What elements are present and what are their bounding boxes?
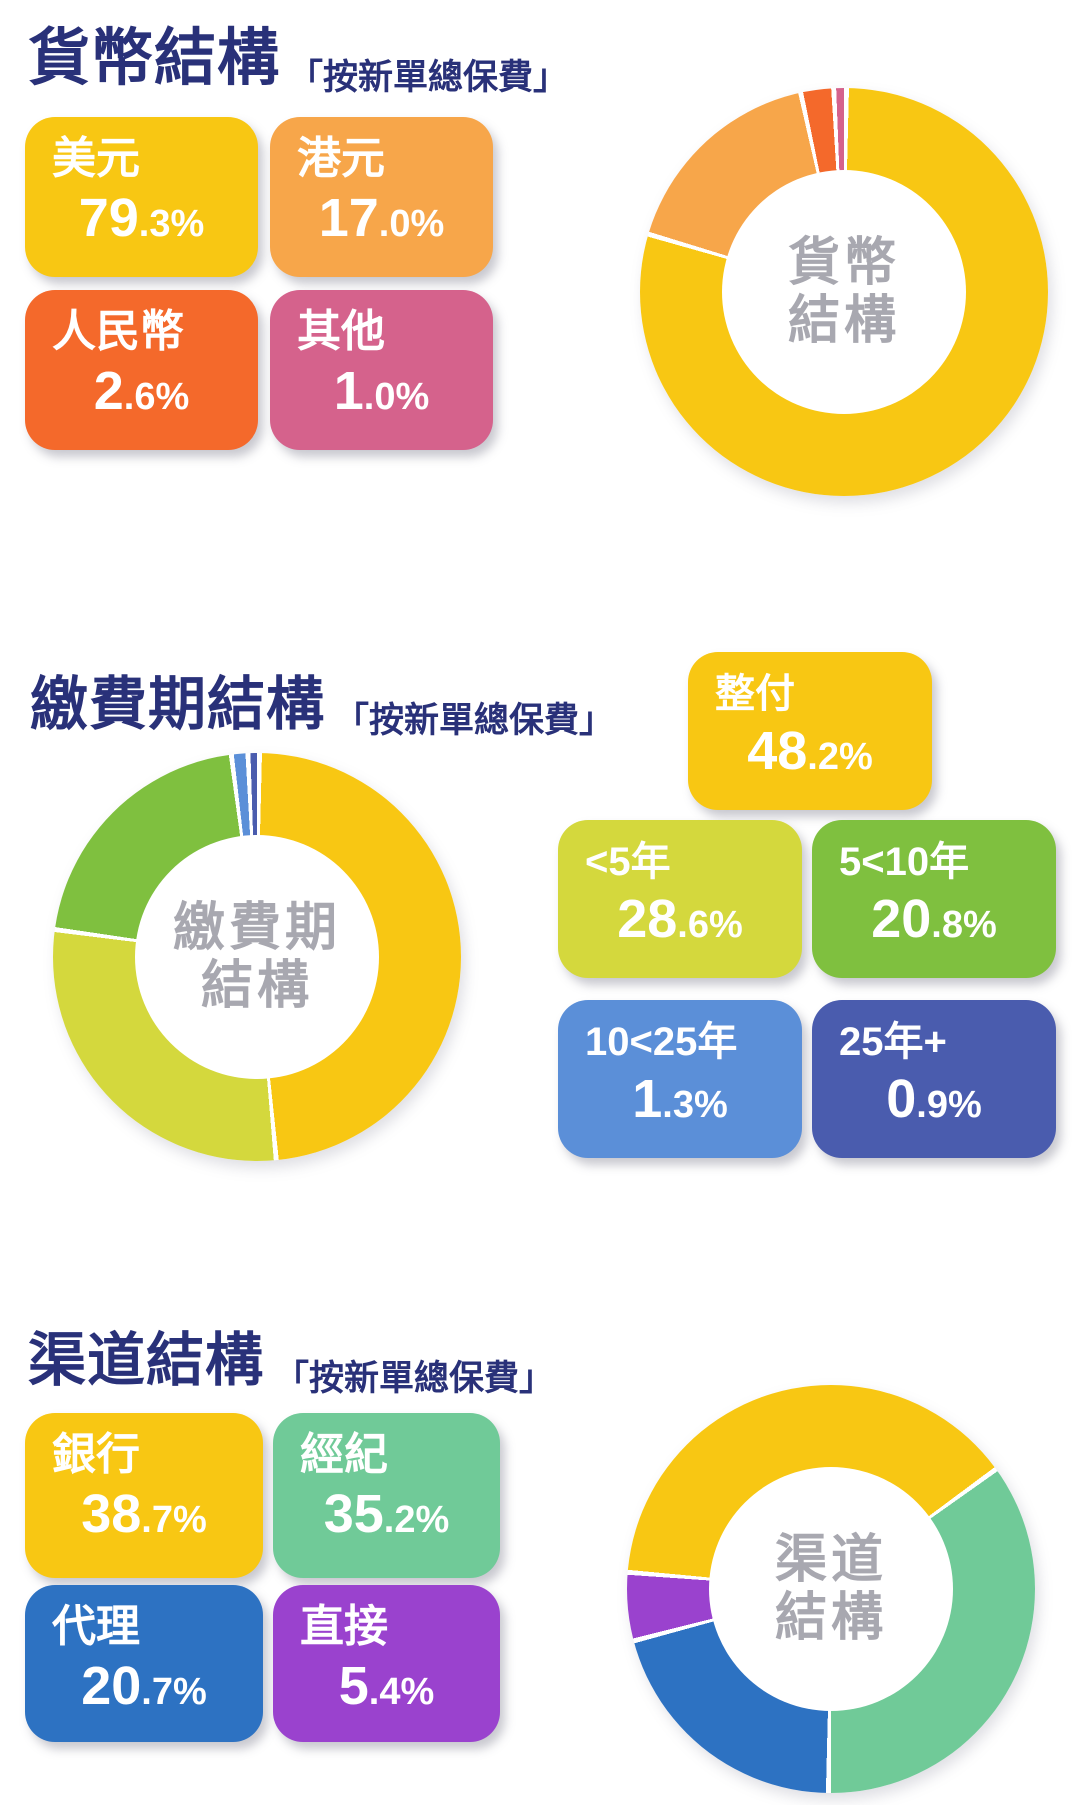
- donut-center-line1: 渠道: [774, 1530, 887, 1589]
- stat-card-bank: 銀行 38.7%: [25, 1413, 263, 1578]
- card-label: 港元: [297, 134, 385, 183]
- donut-hole: 渠道 結構: [708, 1466, 954, 1712]
- card-label: 其他: [297, 307, 385, 356]
- donut-hole: 貨幣 結構: [721, 169, 967, 415]
- card-label: 美元: [52, 134, 140, 183]
- card-value-decimal: .3%: [138, 203, 205, 246]
- card-value: 1.0%: [270, 364, 493, 418]
- card-label: <5年: [585, 840, 671, 884]
- card-label: 整付: [715, 672, 795, 716]
- card-value: 20.8%: [812, 892, 1056, 946]
- card-value-main: 35: [323, 1484, 384, 1545]
- stat-card-5to10y: 5<10年 20.8%: [812, 820, 1056, 978]
- card-value-main: 2: [93, 361, 124, 422]
- card-value-decimal: .9%: [916, 1084, 982, 1126]
- card-value-main: 0: [886, 1069, 917, 1129]
- donut-center-line2: 結構: [200, 957, 313, 1015]
- donut-center-label: 繳費期 結構: [173, 899, 341, 1015]
- payment-term-donut-chart: 繳費期 結構: [53, 753, 461, 1161]
- donut-center-line2: 結構: [787, 292, 900, 350]
- card-label: 人民幣: [52, 307, 184, 356]
- section-subtitle: 「按新單總保費」: [274, 1359, 555, 1398]
- card-value-decimal: .2%: [383, 1499, 450, 1542]
- channel-donut-chart: 渠道 結構: [627, 1385, 1035, 1793]
- card-value: 2.6%: [25, 364, 258, 418]
- card-label: 10<25年: [585, 1020, 738, 1064]
- card-value-main: 1: [333, 361, 364, 422]
- donut-center-line1: 貨幣: [787, 233, 900, 292]
- card-value-decimal: .7%: [141, 1499, 207, 1542]
- card-value-main: 28: [617, 889, 678, 949]
- card-value-decimal: .0%: [363, 376, 430, 419]
- stat-card-single-pay: 整付 48.2%: [688, 652, 932, 810]
- card-value-main: 17: [318, 188, 379, 249]
- section-subtitle: 「按新單總保費」: [334, 701, 615, 740]
- card-value: 0.9%: [812, 1072, 1056, 1126]
- card-label: 25年+: [839, 1020, 947, 1064]
- card-value-main: 1: [632, 1069, 663, 1129]
- currency-donut-chart: 貨幣 結構: [640, 88, 1048, 496]
- card-value: 1.3%: [558, 1072, 802, 1126]
- card-value: 17.0%: [270, 191, 493, 245]
- card-value-decimal: .6%: [677, 904, 743, 946]
- stat-card-usd: 美元 79.3%: [25, 117, 258, 277]
- card-value-decimal: .7%: [141, 1671, 207, 1714]
- card-value: 79.3%: [25, 191, 258, 245]
- card-value-decimal: .8%: [931, 904, 997, 946]
- section-subtitle: 「按新單總保費」: [288, 58, 569, 97]
- stat-card-10to25y: 10<25年 1.3%: [558, 1000, 802, 1158]
- donut-center-label: 渠道 結構: [775, 1531, 887, 1647]
- stat-card-broker: 經紀 35.2%: [273, 1413, 500, 1578]
- card-value: 28.6%: [558, 892, 802, 946]
- card-value-decimal: .3%: [662, 1084, 728, 1126]
- card-value-main: 5: [338, 1656, 369, 1717]
- card-value-decimal: .0%: [378, 203, 445, 246]
- card-value-main: 48: [747, 721, 808, 781]
- card-label: 經紀: [300, 1430, 388, 1479]
- stat-card-lt5y: <5年 28.6%: [558, 820, 802, 978]
- card-value: 48.2%: [688, 724, 932, 778]
- section-title: 渠道結構: [28, 1328, 265, 1393]
- card-value-main: 38: [81, 1484, 142, 1545]
- card-label: 5<10年: [839, 840, 970, 884]
- donut-center-label: 貨幣 結構: [788, 234, 900, 350]
- section-title: 貨幣結構: [28, 24, 281, 93]
- card-value-decimal: .4%: [368, 1671, 435, 1714]
- card-value-decimal: .6%: [123, 376, 190, 419]
- card-value-main: 20: [871, 889, 932, 949]
- stat-card-hkd: 港元 17.0%: [270, 117, 493, 277]
- card-value: 38.7%: [25, 1487, 263, 1541]
- card-value: 5.4%: [273, 1659, 500, 1713]
- stat-card-other: 其他 1.0%: [270, 290, 493, 450]
- card-value: 20.7%: [25, 1659, 263, 1713]
- card-label: 直接: [300, 1602, 388, 1651]
- section-title: 繳費期結構: [30, 672, 326, 737]
- stat-card-rmb: 人民幣 2.6%: [25, 290, 258, 450]
- card-value: 35.2%: [273, 1487, 500, 1541]
- card-label: 代理: [52, 1602, 140, 1651]
- stat-card-direct: 直接 5.4%: [273, 1585, 500, 1742]
- card-value-decimal: .2%: [807, 736, 873, 778]
- card-value-main: 79: [78, 188, 139, 249]
- card-value-main: 20: [81, 1656, 142, 1717]
- donut-center-line2: 結構: [774, 1589, 887, 1647]
- stat-card-agency: 代理 20.7%: [25, 1585, 263, 1742]
- donut-center-line1: 繳費期: [172, 898, 341, 957]
- donut-hole: 繳費期 結構: [134, 834, 380, 1080]
- card-label: 銀行: [52, 1430, 140, 1479]
- stat-card-25yplus: 25年+ 0.9%: [812, 1000, 1056, 1158]
